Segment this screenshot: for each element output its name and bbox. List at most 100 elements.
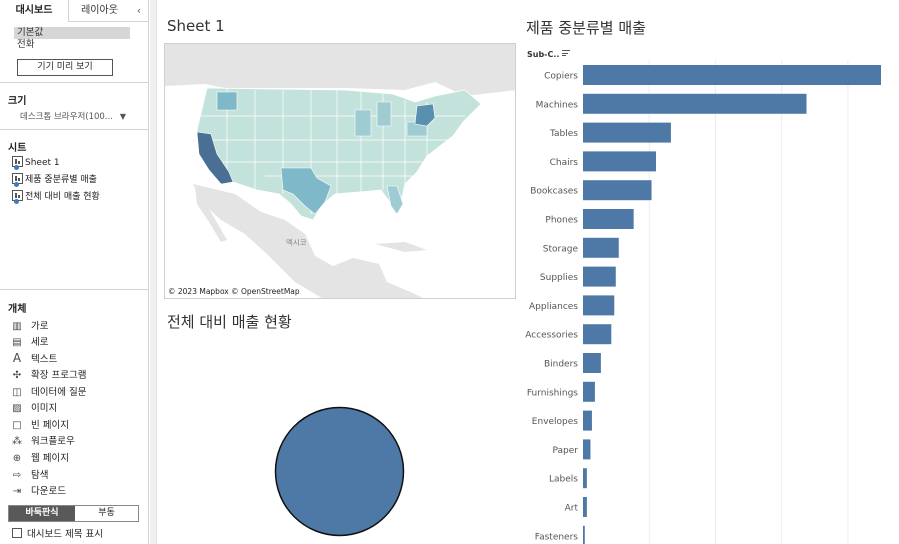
sheet-item-total-sales[interactable]: 전체 대비 매출 현황: [12, 190, 100, 204]
category-label: Appliances: [529, 302, 578, 312]
baja-land: [195, 186, 227, 242]
bar-supplies[interactable]: [583, 266, 616, 287]
device-item-phone[interactable]: 전화: [17, 39, 35, 50]
bar-fasteners[interactable]: [583, 525, 585, 544]
category-label: Tables: [549, 129, 578, 139]
text-icon: A: [12, 351, 22, 365]
object-label: 빈 페이지: [31, 420, 69, 431]
object-download[interactable]: ⇥ 다운로드: [11, 484, 66, 499]
bar-chairs[interactable]: [583, 151, 657, 172]
bar-phones[interactable]: [583, 209, 634, 229]
object-image[interactable]: ▨ 이미지: [11, 401, 57, 416]
tab-layout[interactable]: 레이아웃: [68, 0, 130, 22]
object-text[interactable]: A 텍스트: [11, 351, 57, 366]
sheet1-title: Sheet 1: [167, 17, 225, 35]
show-dashboard-title-checkbox[interactable]: 대시보드 제목 표시: [12, 528, 103, 541]
category-label: Furnishings: [527, 388, 578, 398]
category-label: Copiers: [544, 72, 578, 82]
subcategory-header[interactable]: Sub-C..: [527, 50, 571, 59]
caribbean-land: [375, 242, 427, 252]
map-label-mexico: 멕시코: [286, 238, 307, 247]
size-dropdown[interactable]: 데스크톱 브라우저(100... ▼: [20, 110, 128, 124]
bar-art[interactable]: [583, 497, 587, 517]
category-label: Accessories: [525, 331, 578, 341]
size-dropdown-value: 데스크톱 브라우저(100...: [20, 112, 113, 122]
collapse-pane-icon[interactable]: ‹: [136, 4, 142, 17]
object-workflow[interactable]: ⁂ 워크플로우: [11, 434, 75, 449]
object-label: 확장 프로그램: [31, 370, 87, 381]
bar-sheet-title: 제품 중분류별 매출: [526, 19, 646, 37]
object-horizontal[interactable]: ▥ 가로: [11, 319, 48, 334]
pie-sheet-title: 전체 대비 매출 현황: [167, 313, 292, 331]
florida: [386, 185, 404, 215]
in-use-dot-icon: [14, 182, 19, 187]
sheet-item-sheet1[interactable]: Sheet 1: [12, 156, 60, 170]
sheets-section-title: 시트: [8, 143, 27, 154]
pane-separator: [150, 0, 157, 544]
dashboard-pane: 대시보드 레이아웃 ‹ 기본값 전화 기기 미리 보기 크기 데스크톱 브라우저…: [0, 0, 149, 544]
image-icon: ▨: [12, 403, 22, 414]
mexico-land: [193, 184, 423, 298]
category-label: Machines: [536, 100, 579, 110]
device-item-default[interactable]: 기본값: [14, 27, 130, 39]
object-label: 워크플로우: [31, 436, 75, 447]
object-ask-data[interactable]: ◫ 데이터에 질문: [11, 385, 86, 400]
bar-storage[interactable]: [583, 237, 619, 258]
category-label: Art: [565, 504, 579, 514]
bar-paper[interactable]: [583, 439, 591, 460]
objects-section-title: 개체: [8, 304, 27, 315]
object-label: 웹 페이지: [31, 453, 69, 464]
object-extension[interactable]: ✣ 확장 프로그램: [11, 368, 87, 383]
bar-labels[interactable]: [583, 468, 587, 489]
category-label: Envelopes: [532, 417, 579, 427]
object-blank[interactable]: □ 빈 페이지: [11, 418, 69, 433]
divider: [0, 129, 149, 130]
subcategory-header-label: Sub-C..: [527, 50, 560, 59]
total-sales-pie[interactable]: [273, 405, 406, 538]
blank-icon: □: [12, 420, 22, 431]
sheet-item-subcategory-sales[interactable]: 제품 중분류별 매출: [12, 173, 97, 187]
bar-envelopes[interactable]: [583, 410, 592, 431]
object-vertical[interactable]: ▤ 세로: [11, 335, 48, 350]
in-use-dot-icon: [14, 199, 19, 204]
chevron-down-icon: ▼: [119, 112, 126, 121]
michigan: [376, 101, 392, 127]
bar-machines[interactable]: [583, 93, 807, 114]
sheet-item-label: Sheet 1: [25, 158, 60, 168]
device-preview-button[interactable]: 기기 미리 보기: [17, 59, 113, 76]
bar-binders[interactable]: [583, 353, 601, 373]
bar-appliances[interactable]: [583, 295, 615, 316]
category-label: Phones: [545, 216, 578, 226]
texas: [280, 167, 332, 215]
subcategory-bar-chart: Copiers Machines Tables Chairs Bookcases Phon…: [525, 60, 881, 544]
bar-tables[interactable]: [583, 122, 671, 143]
bar-bookcases[interactable]: [583, 180, 652, 201]
category-label: Binders: [544, 360, 578, 370]
floating-button[interactable]: 부동: [98, 508, 115, 518]
object-label: 세로: [31, 337, 49, 348]
category-label: Bookcases: [530, 187, 578, 197]
divider: [0, 289, 149, 290]
map-canvas: [165, 44, 515, 298]
navigation-icon: ⇨: [12, 470, 22, 481]
tiled-button[interactable]: 바둑판식: [9, 506, 75, 521]
bar-copiers[interactable]: [583, 65, 881, 85]
california: [196, 131, 234, 185]
ask-data-icon: ◫: [12, 387, 22, 398]
sort-icon[interactable]: [562, 50, 571, 56]
object-label: 가로: [31, 321, 49, 332]
tab-dashboard[interactable]: 대시보드: [0, 0, 68, 22]
category-label: Supplies: [540, 273, 578, 283]
map-attribution[interactable]: © 2023 Mapbox © OpenStreetMap: [168, 287, 300, 296]
pie-slice-total[interactable]: [274, 406, 405, 537]
bar-accessories[interactable]: [583, 324, 612, 345]
object-web-page[interactable]: ⊕ 웹 페이지: [11, 451, 69, 466]
vertical-container-icon: ▤: [12, 337, 22, 348]
object-navigation[interactable]: ⇨ 탐색: [11, 468, 49, 483]
extension-icon: ✣: [12, 370, 22, 381]
bar-furnishings[interactable]: [583, 381, 595, 402]
illinois: [354, 109, 372, 137]
in-use-dot-icon: [14, 165, 19, 170]
sales-map[interactable]: 멕시코 © 2023 Mapbox © OpenStreetMap: [164, 43, 516, 299]
category-label: Fasteners: [535, 532, 579, 542]
